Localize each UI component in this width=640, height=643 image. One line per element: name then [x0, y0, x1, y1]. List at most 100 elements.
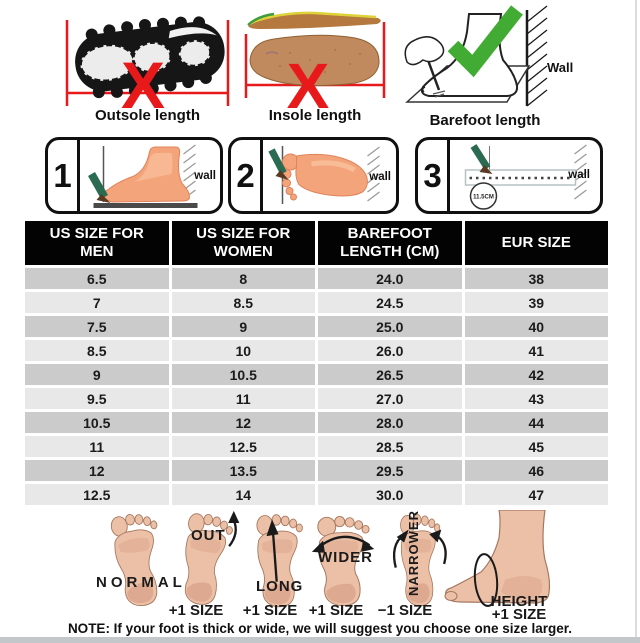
table-cell: 24.5 [318, 292, 462, 313]
table-cell: 24.0 [318, 268, 462, 289]
method-caption-outsole: Outsole length [95, 107, 200, 124]
table-cell: 28.0 [318, 412, 462, 433]
size-adjust-label: +1 SIZE [168, 602, 224, 619]
foot-normal-icon [109, 510, 167, 609]
right-edge-line [635, 0, 637, 637]
foot-type-label: NARROWER [406, 510, 421, 596]
measure-band [464, 169, 577, 186]
table-cell: 46 [464, 460, 608, 481]
barefoot-illustration [404, 5, 548, 107]
red-x-icon: X [287, 50, 330, 112]
table-cell: 28.5 [318, 436, 462, 457]
table-row: 6.5 8 24.0 38 [25, 268, 608, 289]
table-cell: 7 [25, 292, 169, 313]
table-header-cell: EUR SIZE [464, 221, 608, 265]
long-arrow-icon [271, 531, 278, 582]
height-loop-icon [473, 553, 499, 607]
table-cell: 29.5 [318, 460, 462, 481]
foot-out-icon [177, 510, 240, 608]
table-cell: 11 [25, 436, 169, 457]
size-adjust-label: +1 SIZE [242, 602, 298, 619]
shoe-outsole-icon [75, 16, 225, 99]
table-header-cell: BAREFOOT LENGTH (CM) [318, 221, 462, 265]
size-table-body: 6.5 8 24.0 38 7 8.5 24.5 39 7.5 9 25.0 40 8.5 10 26.0 4… [25, 268, 608, 505]
foot-wider-icon [311, 515, 375, 607]
foot-type-label: NORMAL [96, 574, 186, 591]
step-3: 3 11.5CM wall [415, 137, 603, 214]
hand-icon [404, 36, 445, 66]
table-cell: 10.5 [171, 364, 315, 385]
table-cell: 45 [464, 436, 608, 457]
method-insole: X [240, 8, 390, 122]
step-3-illustration: 11.5CM [464, 144, 587, 210]
foot-shape-guide: NORMAL OUT +1 SIZE LONG +1 SIZE WIDER +1… [0, 505, 640, 637]
table-cell: 43 [464, 388, 608, 409]
table-header-row: US SIZE FOR MEN US SIZE FOR WOMEN BAREFO… [25, 221, 608, 265]
table-row: 10.5 12 28.0 44 [25, 412, 608, 433]
step-1-illustration [88, 144, 198, 208]
table-cell: 10.5 [25, 412, 169, 433]
foot-type-label: OUT [191, 527, 226, 544]
red-x-icon: X [121, 48, 165, 112]
note-text: NOTE: If your foot is thick or wide, we … [67, 621, 573, 636]
table-cell: 25.0 [318, 316, 462, 337]
table-header-cell: US SIZE FOR WOMEN [171, 221, 315, 265]
size-adjust-label: −1 SIZE [377, 602, 433, 619]
pencil-icon [268, 148, 287, 175]
table-cell: 9 [25, 364, 169, 385]
table-row: 7.5 9 25.0 40 [25, 316, 608, 337]
step-number: 3 [418, 140, 450, 211]
outsole-illustration: X [65, 16, 230, 122]
wall-label: Wall [547, 60, 574, 75]
method-caption-insole: Insole length [268, 107, 362, 124]
table-cell: 6.5 [25, 268, 169, 289]
table-cell: 12.5 [171, 436, 315, 457]
method-caption-barefoot: Barefoot length [429, 112, 541, 129]
table-row: 12 13.5 29.5 46 [25, 460, 608, 481]
table-row: 11 12.5 28.5 45 [25, 436, 608, 457]
table-cell: 44 [464, 412, 608, 433]
table-row: 7 8.5 24.5 39 [25, 292, 608, 313]
measurement-value: 11.5CM [473, 195, 494, 201]
table-cell: 27.0 [318, 388, 462, 409]
insole-icon [247, 11, 381, 87]
table-cell: 41 [464, 340, 608, 361]
table-cell: 39 [464, 292, 608, 313]
step-2-illustration [268, 146, 380, 204]
table-cell: 12 [25, 460, 169, 481]
wall-hatching [526, 5, 548, 107]
wall-label: wall [568, 169, 590, 181]
method-outsole: X [55, 8, 240, 122]
table-cell: 47 [464, 484, 608, 505]
floor-bar [93, 203, 198, 208]
foot-type-label: HEIGHT [490, 593, 548, 610]
table-cell: 12 [171, 412, 315, 433]
table-cell: 10 [171, 340, 315, 361]
pencil-icon [470, 144, 491, 170]
table-cell: 8.5 [25, 340, 169, 361]
foot-narrower-icon [392, 514, 447, 607]
table-cell: 14 [171, 484, 315, 505]
pencil-icon [88, 172, 108, 199]
table-cell: 9 [171, 316, 315, 337]
height-label-block: HEIGHT +1 SIZE [483, 593, 555, 622]
table-row: 8.5 10 26.0 41 [25, 340, 608, 361]
table-header-cell: US SIZE FOR MEN [25, 221, 169, 265]
measurement-circle [469, 182, 498, 210]
step-2: 2 wall [228, 137, 399, 214]
bottom-strip [0, 637, 640, 643]
table-cell: 40 [464, 316, 608, 337]
wall-label: wall [194, 170, 216, 182]
size-table: US SIZE FOR MEN US SIZE FOR WOMEN BAREFO… [22, 218, 611, 508]
foot-long-icon [256, 514, 303, 608]
foot-type-label: WIDER [318, 549, 373, 566]
table-cell: 13.5 [171, 460, 315, 481]
wall-label: wall [369, 171, 391, 183]
size-adjust-label: +1 SIZE [308, 602, 364, 619]
table-row: 9.5 11 27.0 43 [25, 388, 608, 409]
table-cell: 42 [464, 364, 608, 385]
foot-type-label: LONG [256, 578, 304, 595]
table-cell: 8.5 [171, 292, 315, 313]
foot-height-icon [444, 510, 551, 607]
